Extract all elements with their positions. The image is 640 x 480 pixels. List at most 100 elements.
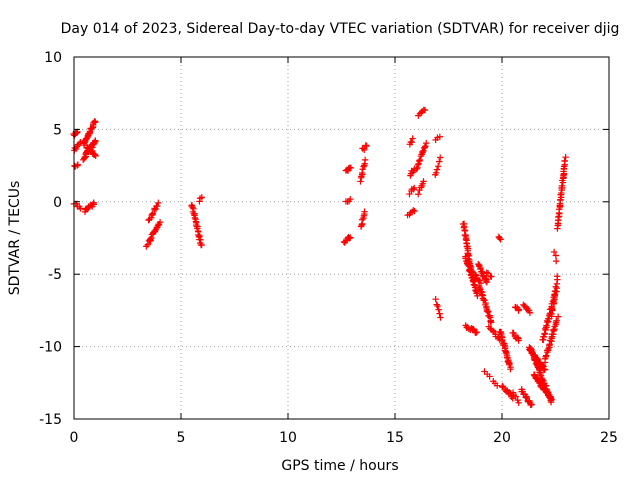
data-point [476,284,483,292]
data-point [434,162,442,170]
y-tick-label: -15 [39,412,62,428]
data-point [507,365,514,373]
data-point [470,325,477,333]
data-point [562,154,569,161]
data-point [408,139,415,146]
data-point [505,358,512,366]
data-point [433,169,440,177]
y-tick-label: -10 [39,340,62,356]
data-point [423,139,430,147]
data-point [74,162,81,169]
data-point [522,394,529,401]
x-tick-label: 5 [177,430,186,446]
data-point [515,337,522,344]
data-point [436,310,443,317]
data-point [434,302,441,310]
data-point [191,214,199,222]
data-point [552,283,559,290]
x-axis: 0 5 10 15 20 25 [70,57,618,446]
data-point [347,234,354,241]
data-point [363,142,370,150]
data-point [523,394,530,402]
x-axis-label: GPS time / hours [281,458,398,474]
data-point [347,195,354,203]
data-point [415,157,423,165]
data-point [542,352,550,359]
data-point [515,399,522,406]
data-point [436,133,444,140]
data-point [435,306,442,313]
data-point [437,314,444,321]
data-point [421,144,428,151]
data-point [357,178,364,185]
data-point [83,206,91,213]
data-point [550,299,558,307]
data-point [433,301,440,308]
data-point [548,310,555,318]
data-point [154,222,162,229]
x-tick-label: 0 [70,430,79,446]
y-tick-label: 10 [44,50,62,66]
data-point [526,309,534,316]
data-point [493,382,501,389]
data-points [70,106,569,409]
chart-title: Day 014 of 2023, Sidereal Day-to-day VTE… [61,21,620,37]
data-point [419,148,426,156]
data-point [90,201,98,208]
data-point [415,191,422,198]
data-point [151,227,159,235]
data-point [413,165,420,173]
data-point [416,156,424,164]
data-point [472,329,480,336]
data-point [92,137,99,144]
data-point [409,135,416,142]
data-point [149,210,157,217]
data-point [410,186,417,193]
data-point [198,194,206,201]
data-point [471,271,479,278]
data-point [361,156,369,164]
data-point [512,393,520,400]
data-point [414,164,421,172]
x-tick-label: 25 [600,430,618,446]
data-point [437,154,444,161]
data-point [422,143,429,150]
plot-frame [73,56,610,420]
data-point [196,198,203,205]
data-point [483,279,491,286]
data-point [543,322,550,329]
data-point [514,334,521,341]
data-point [362,142,369,149]
y-tick-label: -5 [48,267,62,283]
data-point [528,401,535,408]
data-point [414,161,422,168]
data-point [555,213,562,221]
data-point [549,306,556,313]
data-point [435,158,443,165]
data-point [360,163,367,170]
data-point [91,118,99,125]
data-point [482,277,490,285]
data-point [155,199,162,207]
data-point [144,241,151,248]
data-point [411,207,418,215]
data-point [478,291,486,298]
y-tick-label: 0 [53,195,62,211]
data-point [497,236,504,243]
data-point [83,135,91,142]
data-point [488,273,495,280]
data-point [156,218,164,226]
data-point [489,327,497,334]
data-point [553,273,561,280]
data-point [558,182,566,190]
data-point [347,164,355,172]
data-point [464,261,472,269]
y-axis-label: SDTVAR / TECUs [7,181,23,296]
data-point [550,326,557,334]
data-point [92,152,99,160]
data-point [154,202,161,210]
data-point [487,319,495,326]
data-point [420,178,427,185]
y-tick-label: 5 [53,122,62,138]
